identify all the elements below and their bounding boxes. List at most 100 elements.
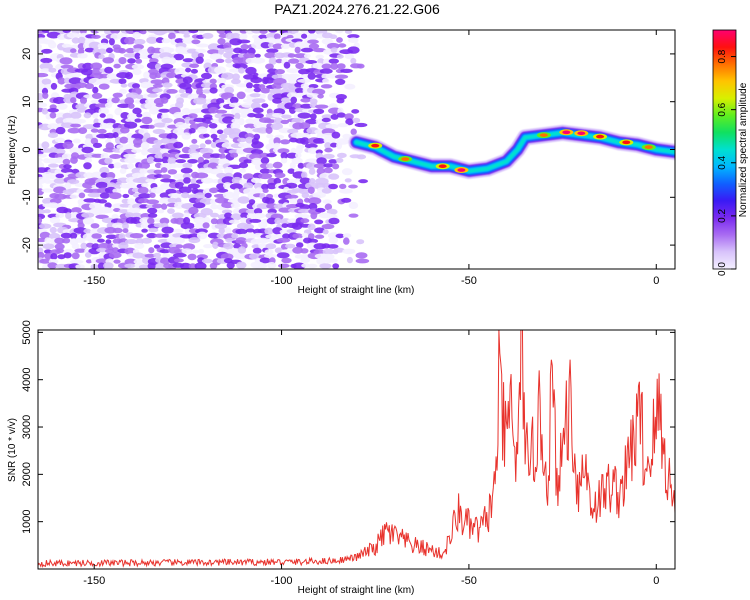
noise-cell xyxy=(348,201,359,209)
noise-cell xyxy=(255,187,263,194)
noise-cell xyxy=(38,72,49,78)
noise-cell xyxy=(55,137,65,143)
noise-cell xyxy=(346,256,353,264)
noise-cell xyxy=(291,222,303,230)
noise-cell xyxy=(202,32,214,39)
noise-cell xyxy=(285,182,298,189)
noise-cell xyxy=(284,194,299,199)
noise-cell xyxy=(259,257,271,264)
y-tick-label: 10 xyxy=(21,96,33,108)
noise-cell xyxy=(328,236,339,244)
noise-cell xyxy=(202,152,215,159)
noise-cell xyxy=(348,213,359,218)
noise-cell xyxy=(122,222,129,230)
noise-cell xyxy=(125,239,138,245)
noise-cell xyxy=(297,112,312,119)
noise-cell xyxy=(98,107,110,115)
noise-cell xyxy=(243,223,255,230)
noise-cell xyxy=(160,167,168,173)
noise-cell xyxy=(110,30,120,34)
noise-cell xyxy=(187,159,199,164)
noise-cell xyxy=(295,62,304,69)
noise-cell xyxy=(234,63,248,70)
page-title: PAZ1.2024.276.21.22.G06 xyxy=(274,1,440,17)
noise-cell xyxy=(301,171,308,179)
noise-cell xyxy=(59,57,73,65)
noise-cell xyxy=(62,237,71,244)
noise-cell xyxy=(266,134,274,139)
noise-cell xyxy=(328,173,340,180)
noise-cell xyxy=(289,106,296,114)
noise-cell xyxy=(239,33,248,40)
noise-cell xyxy=(308,168,316,175)
noise-cell xyxy=(223,182,232,189)
noise-cell xyxy=(216,129,224,135)
noise-cell xyxy=(249,93,262,98)
noise-cell xyxy=(296,242,304,249)
noise-cell xyxy=(187,183,201,189)
noise-cell xyxy=(48,67,57,73)
noise-cell xyxy=(85,259,93,264)
noise-cell xyxy=(90,137,99,145)
noise-cell xyxy=(254,53,261,58)
colorbar-tick-label: 0.6 xyxy=(717,102,728,116)
noise-cell xyxy=(113,162,122,169)
noise-cell xyxy=(344,178,352,183)
noise-cell xyxy=(55,173,65,179)
noise-cell xyxy=(325,257,332,264)
noise-cell xyxy=(312,48,327,53)
noise-cell xyxy=(358,179,368,184)
noise-cell xyxy=(107,182,117,188)
signal-band xyxy=(354,131,675,173)
noise-cell xyxy=(124,263,136,269)
noise-cell xyxy=(74,237,86,243)
noise-cell xyxy=(92,86,99,94)
noise-cell xyxy=(314,227,325,234)
noise-cell xyxy=(231,78,241,85)
noise-cell xyxy=(38,102,48,108)
noise-cell xyxy=(140,141,150,150)
noise-cell xyxy=(196,43,209,48)
noise-cell xyxy=(55,126,66,135)
noise-cell xyxy=(238,67,245,74)
noise-cell xyxy=(280,119,290,125)
signal-peak xyxy=(539,133,548,137)
noise-cell xyxy=(322,199,332,204)
noise-cell xyxy=(250,77,263,84)
noise-cell xyxy=(102,57,114,64)
noise-cell xyxy=(189,144,200,149)
noise-cell xyxy=(146,232,157,239)
noise-cell xyxy=(57,103,68,110)
noise-cell xyxy=(181,132,191,140)
noise-cell xyxy=(224,227,232,235)
noise-cell xyxy=(336,37,343,43)
noise-cell xyxy=(153,158,164,163)
noise-cell xyxy=(88,202,102,210)
noise-cell xyxy=(124,121,138,129)
noise-cell xyxy=(347,46,360,54)
noise-cell xyxy=(82,217,95,225)
noise-cell xyxy=(169,57,176,64)
colorbar-tick-label: 0.4 xyxy=(717,155,728,169)
noise-cell xyxy=(113,63,121,69)
noise-cell xyxy=(301,33,308,39)
noise-cell xyxy=(124,97,135,105)
noise-cell xyxy=(150,186,164,194)
noise-cell xyxy=(148,227,159,233)
noise-cell xyxy=(221,142,233,149)
noise-cell xyxy=(316,157,327,165)
noise-cell xyxy=(126,113,137,120)
noise-cell xyxy=(331,131,341,139)
noise-cell xyxy=(207,49,220,55)
noise-cell xyxy=(188,206,199,215)
noise-cell xyxy=(188,128,196,134)
noise-cell xyxy=(49,216,61,224)
noise-cell xyxy=(252,107,264,114)
noise-cell xyxy=(356,154,367,160)
noise-cell xyxy=(323,163,334,168)
noise-cell xyxy=(210,218,218,225)
noise-cell xyxy=(237,39,251,44)
noise-cell xyxy=(300,103,313,109)
noise-cell xyxy=(307,72,316,80)
noise-cell xyxy=(317,58,325,65)
